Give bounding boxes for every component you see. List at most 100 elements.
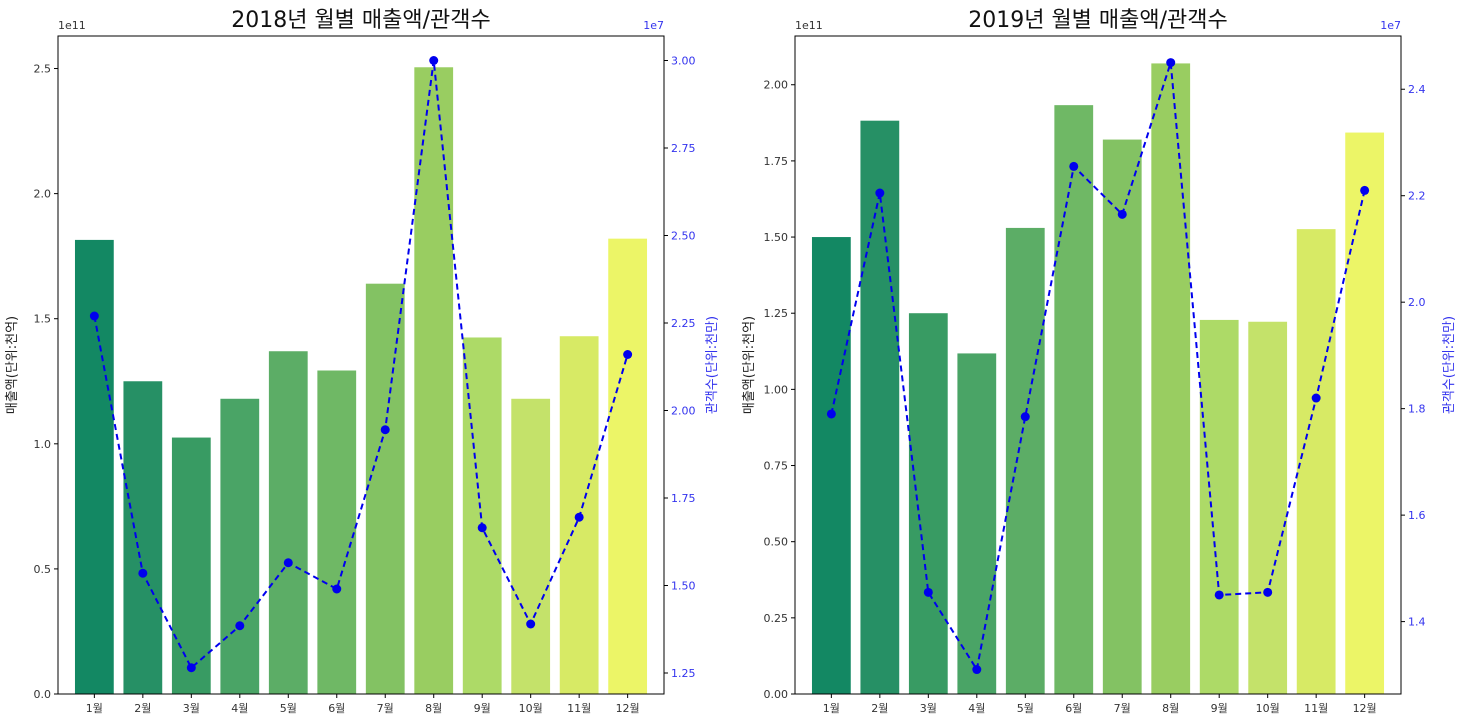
- bar-7월: [365, 283, 405, 694]
- audience-point-3월: [186, 663, 196, 673]
- y2-tick-label: 1.6: [1408, 509, 1426, 522]
- x-tick-label: 3월: [183, 702, 200, 715]
- y-exponent: 1e11: [795, 19, 823, 32]
- y2-tick-label: 2.00: [671, 405, 696, 418]
- y2-axis-label: 관객수(단위:천만): [1442, 316, 1457, 414]
- bar-8월: [414, 67, 454, 695]
- x-tick-label: 9월: [1211, 702, 1228, 715]
- x-tick-label: 6월: [1065, 702, 1082, 715]
- audience-point-9월: [1214, 590, 1224, 600]
- y2-tick-label: 2.25: [671, 317, 696, 330]
- audience-point-10월: [526, 619, 536, 629]
- x-tick-label: 12월: [1353, 702, 1377, 715]
- x-tick-label: 9월: [474, 702, 491, 715]
- x-tick-label: 12월: [616, 702, 640, 715]
- plot-frame: [57, 35, 665, 695]
- audience-point-12월: [623, 350, 633, 359]
- bar-5월: [1005, 227, 1045, 694]
- audience-point-8월: [429, 56, 439, 65]
- y-tick-label: 1.50: [764, 231, 789, 244]
- y2-tick-label: 1.25: [671, 667, 696, 680]
- x-tick-label: 5월: [280, 702, 297, 715]
- y2-tick-label: 1.75: [671, 492, 696, 505]
- x-tick-label: 2월: [134, 702, 151, 715]
- y-tick-label: 0.25: [764, 612, 789, 625]
- y2-exponent: 1e7: [1380, 19, 1401, 32]
- audience-point-7월: [380, 425, 390, 435]
- x-tick-label: 2월: [871, 702, 888, 715]
- y-tick-label: 2.5: [34, 63, 52, 76]
- y-tick-label: 0.0: [34, 688, 52, 701]
- audience-point-2월: [875, 188, 885, 198]
- y-tick-label: 0.5: [34, 563, 52, 576]
- audience-point-4월: [235, 621, 245, 631]
- audience-point-8월: [1166, 58, 1176, 68]
- bar-1월: [74, 239, 114, 694]
- chart-2018: 2018년 월별 매출액/관객수 0.0 0.5 1.0 1.5 2.0 2.5 1.25 1.…: [5, 8, 720, 715]
- audience-point-4월: [972, 665, 982, 675]
- bar-6월: [1054, 105, 1094, 694]
- y2-tick-label: 2.4: [1408, 83, 1426, 96]
- bar-12월: [608, 238, 648, 694]
- audience-point-6월: [1069, 161, 1079, 171]
- audience-point-1월: [826, 409, 836, 419]
- audience-line: [830, 62, 1366, 673]
- audience-point-2월: [138, 568, 148, 578]
- y-tick-label: 2.00: [764, 79, 789, 92]
- audience-point-7월: [1117, 209, 1127, 219]
- bar-6월: [317, 370, 357, 694]
- audience-point-6월: [332, 584, 342, 594]
- audience-point-11월: [574, 512, 584, 522]
- y-tick-label: 1.25: [764, 307, 789, 320]
- audience-point-10월: [1263, 587, 1273, 597]
- audience-point-1월: [89, 311, 99, 321]
- bar-4월: [957, 353, 997, 694]
- x-tick-label: 3월: [920, 702, 937, 715]
- bar-10월: [511, 398, 551, 694]
- bar-2월: [860, 120, 900, 695]
- y2-tick-label: 2.75: [671, 142, 696, 155]
- y-tick-label: 0.00: [764, 688, 789, 701]
- x-tick-label: 11월: [1304, 702, 1328, 715]
- bar-5월: [268, 351, 308, 694]
- x-tick-label: 10월: [1256, 702, 1280, 715]
- bar-1월: [811, 237, 851, 695]
- audience-point-5월: [1020, 412, 1030, 422]
- y-tick-label: 1.0: [34, 438, 52, 451]
- bar-10월: [1248, 321, 1288, 694]
- y2-axis-label: 관객수(단위:천만): [705, 316, 720, 414]
- x-tick-label: 7월: [1114, 702, 1131, 715]
- y2-tick-label: 2.2: [1408, 190, 1426, 203]
- y2-tick-label: 1.4: [1408, 616, 1426, 629]
- bar-9월: [462, 337, 502, 694]
- y-tick-label: 2.0: [34, 188, 52, 201]
- chart-title: 2018년 월별 매출액/관객수: [231, 8, 491, 33]
- y2-tick-label: 2.0: [1408, 296, 1426, 309]
- x-tick-label: 4월: [968, 702, 985, 715]
- x-tick-label: 8월: [1162, 702, 1179, 715]
- x-tick-label: 7월: [377, 702, 394, 715]
- x-tick-label: 6월: [328, 702, 345, 715]
- bar-8월: [1151, 63, 1191, 694]
- bar-12월: [1345, 132, 1385, 694]
- y-axis-label: 매출액(단위:천억): [742, 316, 757, 414]
- bar-9월: [1199, 319, 1239, 694]
- chart-2019: 2019년 월별 매출액/관객수 0.00 0.25 0.50 0.75 1.00 1.25…: [742, 8, 1457, 715]
- y-tick-label: 0.75: [764, 460, 789, 473]
- audience-point-3월: [923, 587, 933, 597]
- y-tick-label: 0.50: [764, 536, 789, 549]
- x-tick-label: 1월: [86, 702, 103, 715]
- y-tick-label: 1.00: [764, 383, 789, 396]
- x-tick-label: 1월: [823, 702, 840, 715]
- bar-11월: [1296, 229, 1336, 694]
- y2-tick-label: 1.50: [671, 580, 696, 593]
- y-tick-label: 1.75: [764, 155, 789, 168]
- x-tick-label: 10월: [519, 702, 543, 715]
- y-exponent: 1e11: [58, 19, 86, 32]
- audience-point-11월: [1311, 393, 1321, 403]
- x-tick-label: 11월: [567, 702, 591, 715]
- audience-point-12월: [1360, 185, 1370, 195]
- y2-tick-label: 3.00: [671, 55, 696, 68]
